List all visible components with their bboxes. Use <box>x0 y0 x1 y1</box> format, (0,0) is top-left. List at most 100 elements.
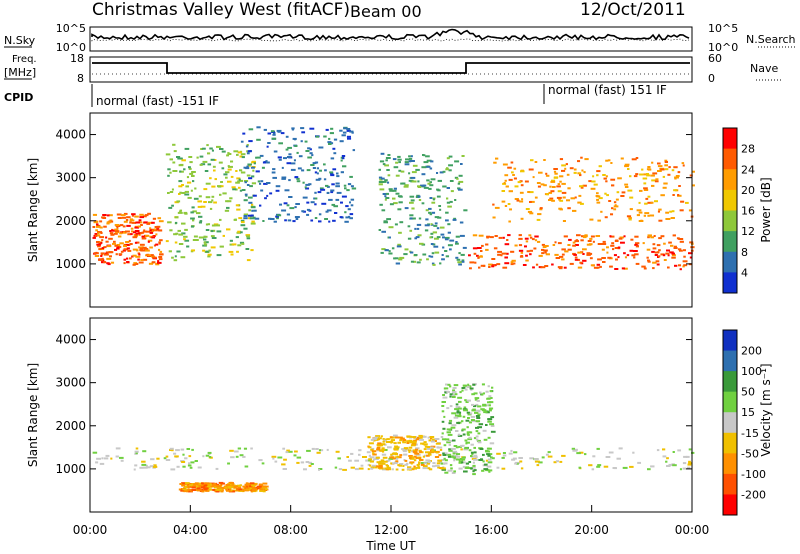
echo-pixel <box>204 482 210 485</box>
echo-pixel <box>233 486 237 489</box>
echo-pixel <box>439 208 442 211</box>
echo-pixel <box>231 186 236 189</box>
echo-pixel <box>239 488 243 491</box>
echo-pixel <box>580 239 584 242</box>
echo-pixel <box>410 251 414 254</box>
echo-pixel <box>485 248 489 251</box>
echo-pixel <box>158 256 163 258</box>
echo-pixel <box>552 186 556 188</box>
echo-pixel <box>240 140 244 143</box>
echo-pixel <box>689 174 693 177</box>
echo-pixel <box>341 155 346 157</box>
echo-pixel <box>181 192 186 194</box>
echo-pixel <box>491 258 496 260</box>
echo-pixel <box>463 409 469 412</box>
echo-pixel <box>326 448 329 451</box>
echo-pixel <box>176 465 180 468</box>
echo-pixel <box>469 267 472 270</box>
echo-pixel <box>257 485 262 488</box>
echo-pixel <box>285 135 289 138</box>
echo-pixel <box>354 468 359 471</box>
echo-pixel <box>304 186 307 189</box>
echo-pixel <box>167 221 172 224</box>
echo-pixel <box>534 235 539 238</box>
echo-pixel <box>216 145 221 148</box>
echo-pixel <box>397 464 400 467</box>
echo-pixel <box>262 161 267 164</box>
echo-pixel <box>214 178 217 181</box>
echo-pixel <box>534 196 538 199</box>
echo-pixel <box>504 243 510 246</box>
echo-pixel <box>473 458 478 461</box>
echo-pixel <box>265 160 268 163</box>
echo-pixel <box>173 233 177 236</box>
echo-pixel <box>643 182 647 185</box>
echo-pixel <box>670 217 675 219</box>
echo-pixel <box>444 236 450 239</box>
echo-pixel <box>666 249 671 252</box>
echo-pixel <box>487 418 493 421</box>
echo-pixel <box>320 188 326 191</box>
echo-pixel <box>230 483 235 486</box>
echo-pixel <box>163 457 167 460</box>
echo-pixel <box>246 165 249 168</box>
echo-pixel <box>657 165 663 168</box>
echo-pixel <box>114 248 118 251</box>
echo-pixel <box>511 171 514 174</box>
echo-pixel <box>117 235 122 238</box>
echo-pixel <box>205 250 210 253</box>
echo-pixel <box>529 249 534 252</box>
echo-pixel <box>250 222 256 225</box>
echo-pixel <box>443 452 448 455</box>
echo-pixel <box>385 441 390 443</box>
echo-pixel <box>215 490 220 493</box>
echo-pixel <box>678 264 682 267</box>
echo-pixel <box>119 232 123 235</box>
echo-pixel <box>481 383 485 386</box>
echo-pixel <box>237 230 242 233</box>
echo-pixel <box>402 439 407 442</box>
echo-pixel <box>624 186 629 188</box>
echo-pixel <box>377 437 382 440</box>
echo-pixel <box>544 245 549 247</box>
echo-pixel <box>147 240 150 243</box>
echo-pixel <box>298 155 303 158</box>
echo-pixel <box>96 241 100 243</box>
echo-pixel <box>123 212 128 215</box>
echo-pixel <box>199 163 203 166</box>
echo-pixel <box>350 204 354 207</box>
echo-pixel <box>446 407 450 410</box>
echo-pixel <box>439 171 444 174</box>
echo-pixel <box>208 249 211 252</box>
echo-pixel <box>511 259 516 262</box>
echo-pixel <box>471 403 475 406</box>
echo-pixel <box>372 458 375 461</box>
echo-pixel <box>639 189 643 192</box>
echo-pixel <box>418 449 422 452</box>
echo-pixel <box>393 257 396 260</box>
echo-pixel <box>502 452 506 454</box>
echo-pixel <box>263 182 268 185</box>
echo-pixel <box>598 165 602 168</box>
echo-pixel <box>412 467 418 470</box>
echo-pixel <box>453 470 456 473</box>
echo-pixel <box>308 461 312 464</box>
echo-pixel <box>169 191 174 193</box>
echo-pixel <box>423 448 427 451</box>
echo-pixel <box>633 250 638 252</box>
echo-pixel <box>689 241 694 244</box>
echo-pixel <box>603 177 607 180</box>
echo-pixel <box>417 180 420 183</box>
echo-pixel <box>241 221 245 224</box>
echo-pixel <box>130 233 133 236</box>
echo-pixel <box>204 241 209 244</box>
echo-pixel <box>421 166 427 169</box>
echo-pixel <box>680 200 685 203</box>
echo-pixel <box>282 447 286 450</box>
echo-pixel <box>582 248 587 251</box>
echo-pixel <box>682 164 685 167</box>
echo-pixel <box>531 238 535 241</box>
nsky-trace <box>91 28 690 41</box>
echo-pixel <box>196 487 201 490</box>
echo-pixel <box>132 254 137 257</box>
